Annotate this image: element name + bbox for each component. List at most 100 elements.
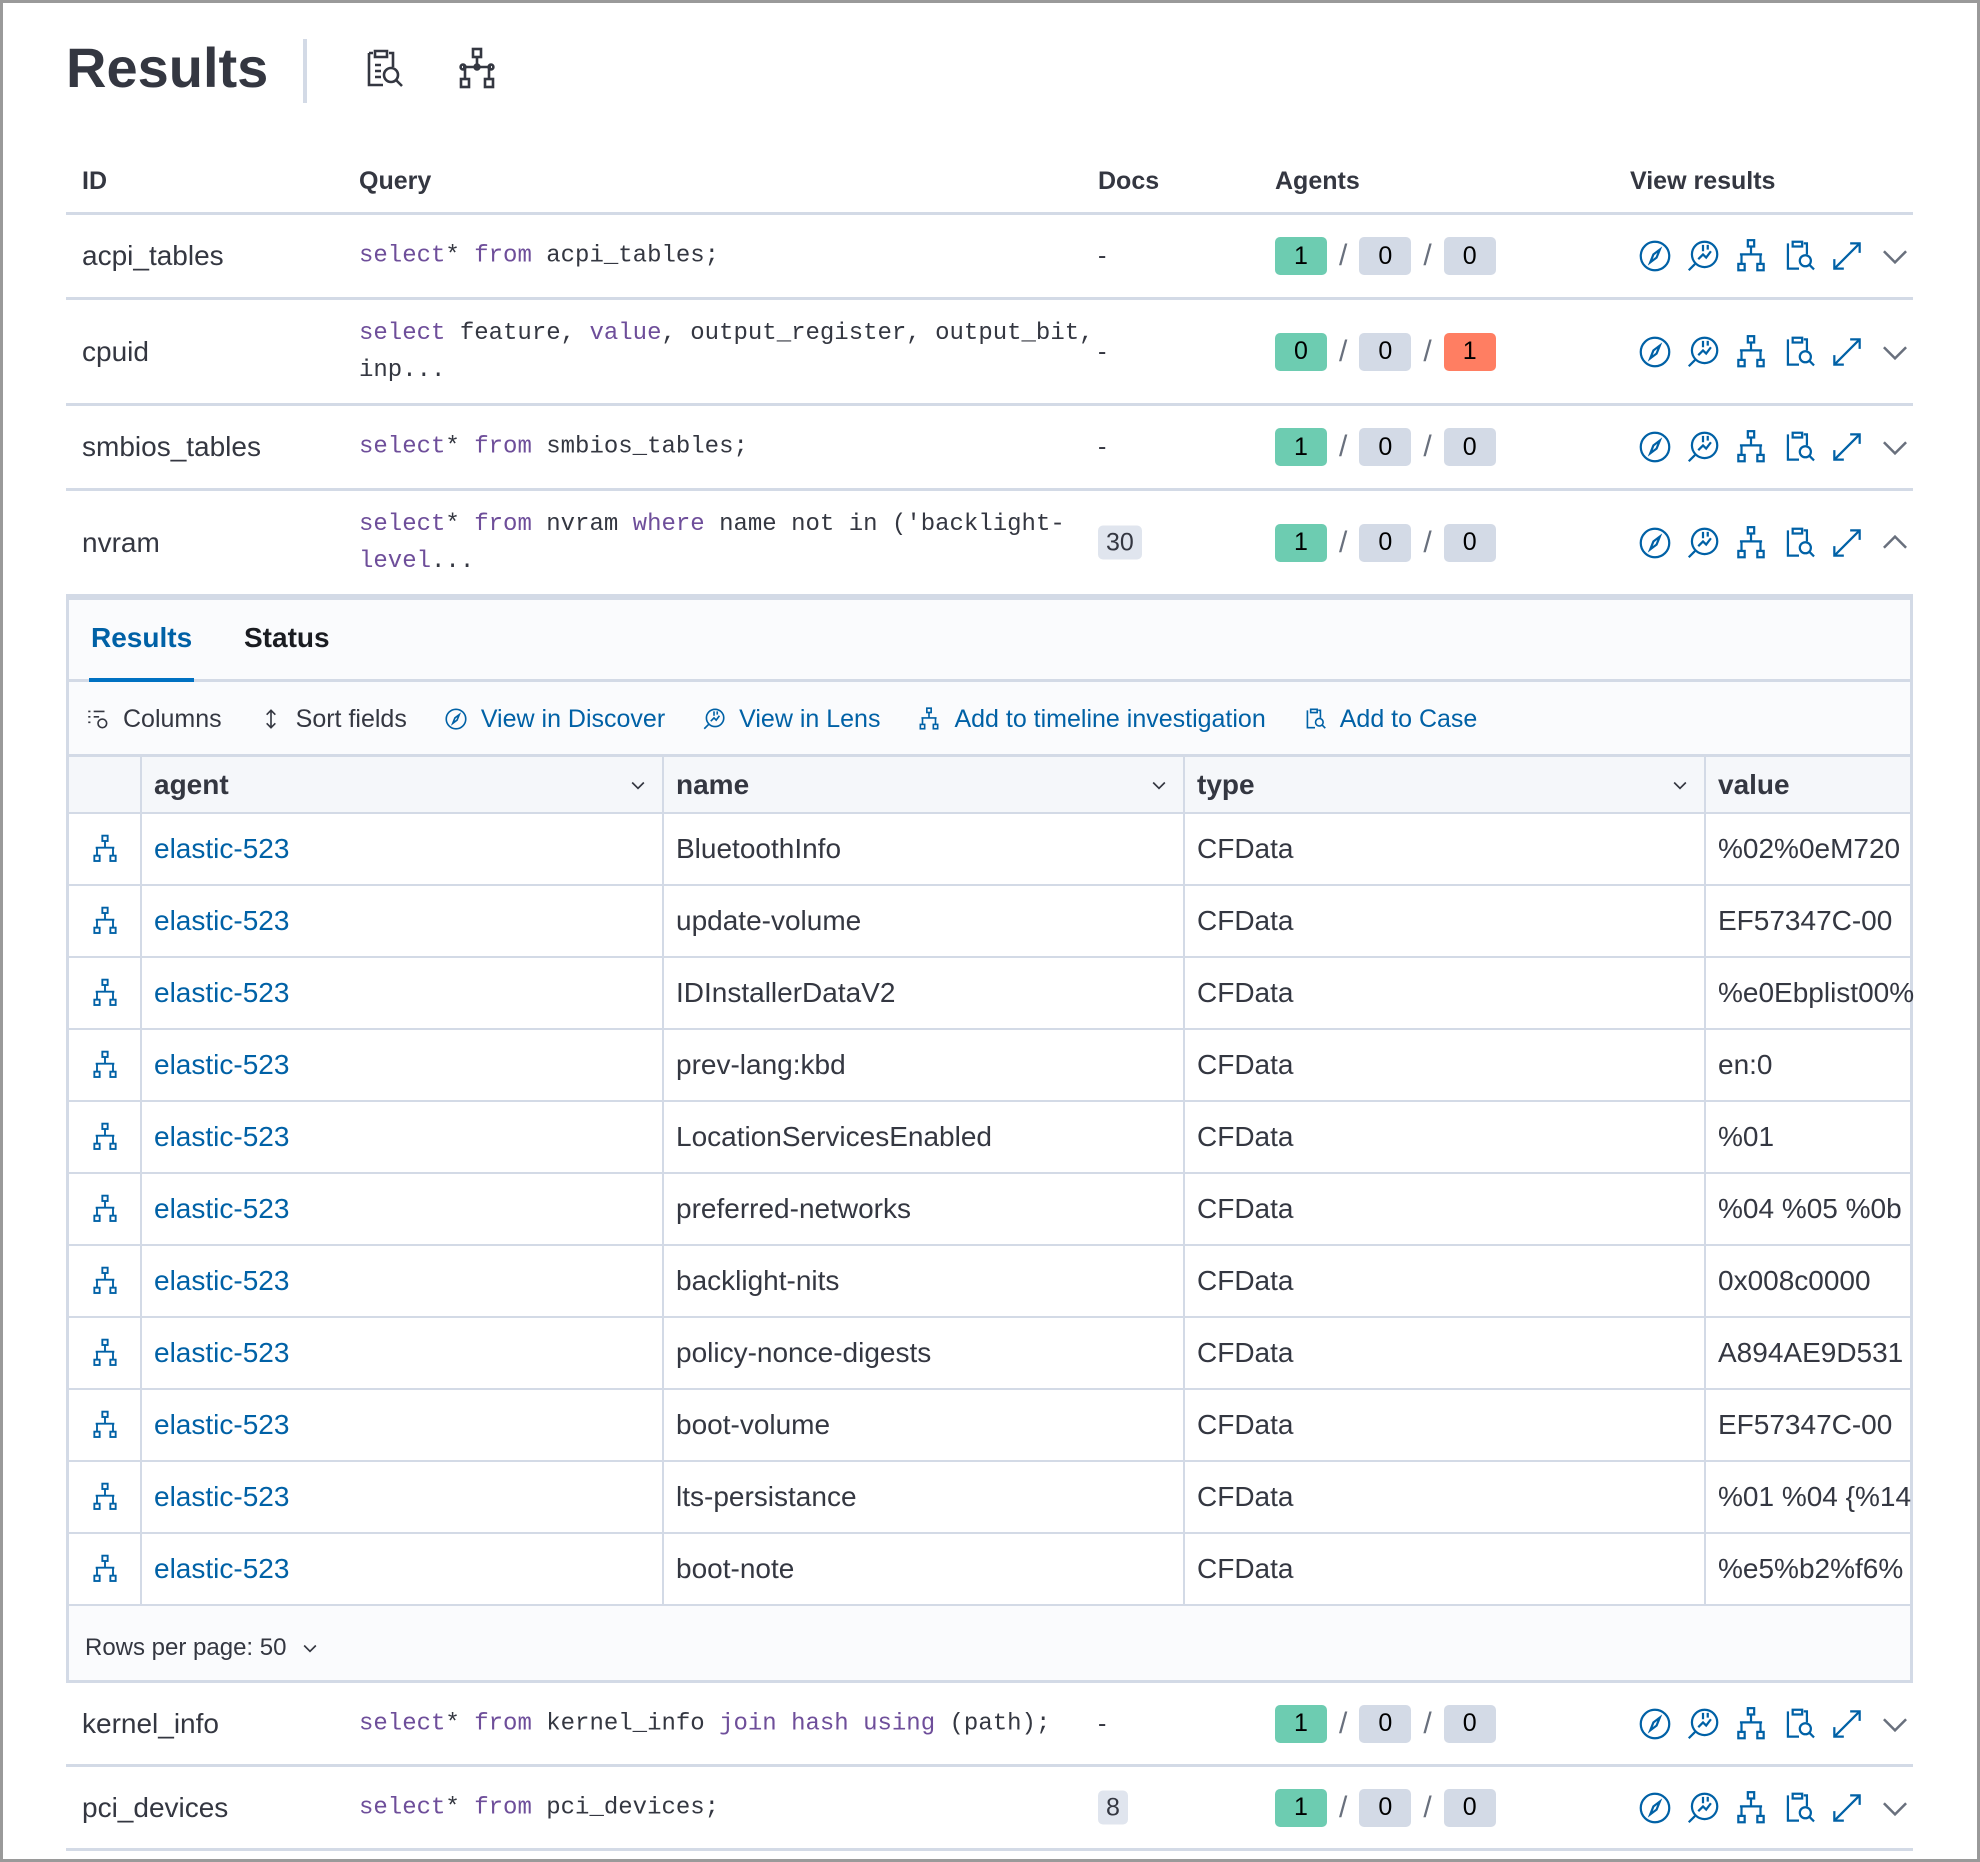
agent-link[interactable]: elastic-523 — [142, 1462, 664, 1532]
add-to-timeline-icon[interactable] — [89, 905, 121, 937]
timeline-action[interactable] — [69, 1534, 142, 1604]
expand-icon[interactable] — [1828, 428, 1866, 466]
chevron-down-icon[interactable] — [628, 775, 648, 795]
columns-button[interactable]: Columns — [85, 705, 222, 734]
expand-icon[interactable] — [1828, 1789, 1866, 1827]
add-to-timeline-icon[interactable] — [89, 977, 121, 1009]
column-header-agent[interactable]: agent — [142, 757, 664, 812]
query-token: , output_register, output_bit, inp... — [359, 319, 1094, 384]
add-to-timeline-icon[interactable] — [1732, 1789, 1770, 1827]
timeline-icon[interactable] — [453, 45, 501, 93]
chevron-down-icon[interactable] — [1876, 428, 1914, 466]
agent-link[interactable]: elastic-523 — [142, 814, 664, 884]
view-in-lens-icon[interactable] — [1684, 333, 1722, 371]
add-to-timeline-icon[interactable] — [1732, 237, 1770, 275]
timeline-action[interactable] — [69, 958, 142, 1028]
view-in-lens-icon[interactable] — [1684, 1789, 1722, 1827]
add-to-case-icon[interactable] — [1780, 428, 1818, 466]
chevron-down-icon[interactable] — [1876, 1789, 1914, 1827]
add-to-case-icon[interactable] — [1780, 333, 1818, 371]
column-header-type[interactable]: type — [1185, 757, 1706, 812]
timeline-action[interactable] — [69, 1246, 142, 1316]
column-header-value[interactable]: value — [1706, 757, 1916, 812]
view-in-discover-icon[interactable] — [1636, 1789, 1674, 1827]
query-token: * — [445, 433, 475, 461]
add-to-timeline-icon[interactable] — [1732, 1705, 1770, 1743]
chevron-down-icon[interactable] — [1149, 775, 1169, 795]
value-cell: %01 — [1718, 1121, 1775, 1152]
view-in-discover-icon[interactable] — [1636, 1705, 1674, 1743]
add-to-timeline-icon[interactable] — [89, 1337, 121, 1369]
expand-icon[interactable] — [1828, 333, 1866, 371]
agent-link[interactable]: elastic-523 — [142, 1390, 664, 1460]
add-to-timeline-icon[interactable] — [89, 1553, 121, 1585]
add-to-case-icon[interactable] — [1780, 237, 1818, 275]
timeline-action[interactable] — [69, 1390, 142, 1460]
agent-link[interactable]: elastic-523 — [142, 1534, 664, 1604]
view-in-lens-button[interactable]: View in Lens — [701, 705, 880, 734]
view-in-discover-icon[interactable] — [1636, 524, 1674, 562]
type-cell: CFData — [1185, 886, 1706, 956]
query-token: pci_devices; — [531, 1794, 720, 1821]
view-in-discover-icon[interactable] — [1636, 428, 1674, 466]
timeline-action[interactable] — [69, 1318, 142, 1388]
add-to-timeline-icon[interactable] — [89, 833, 121, 865]
divider — [303, 39, 307, 103]
add-to-timeline-icon[interactable] — [89, 1481, 121, 1513]
tab-results[interactable]: Results — [91, 622, 193, 653]
timeline-action[interactable] — [69, 886, 142, 956]
agent-link[interactable]: elastic-523 — [142, 958, 664, 1028]
value-cell: en:0 — [1718, 1049, 1773, 1080]
expand-icon[interactable] — [1828, 237, 1866, 275]
view-in-lens-icon[interactable] — [1684, 524, 1722, 562]
timeline-action[interactable] — [69, 1174, 142, 1244]
add-to-case-icon[interactable] — [1780, 1705, 1818, 1743]
agent-link[interactable]: elastic-523 — [142, 1030, 664, 1100]
name-cell: preferred-networks — [664, 1174, 1185, 1244]
add-to-case-icon[interactable] — [359, 45, 407, 93]
add-to-timeline-icon[interactable] — [89, 1265, 121, 1297]
add-to-case-button[interactable]: Add to Case — [1302, 705, 1477, 734]
query-token: acpi_tables; — [531, 242, 720, 270]
chevron-up-icon[interactable] — [1876, 524, 1914, 562]
name-cell: BluetoothInfo — [664, 814, 1185, 884]
add-to-timeline-button[interactable]: Add to timeline investigation — [916, 705, 1266, 734]
view-in-lens-icon[interactable] — [1684, 237, 1722, 275]
column-header-name[interactable]: name — [664, 757, 1185, 812]
add-to-timeline-icon[interactable] — [89, 1049, 121, 1081]
add-to-timeline-icon[interactable] — [1732, 524, 1770, 562]
add-to-timeline-icon[interactable] — [1732, 428, 1770, 466]
add-to-case-icon[interactable] — [1780, 1789, 1818, 1827]
chevron-down-icon[interactable] — [1876, 333, 1914, 371]
view-in-discover-icon[interactable] — [1636, 237, 1674, 275]
agent-link[interactable]: elastic-523 — [142, 1174, 664, 1244]
agent-link[interactable]: elastic-523 — [142, 1102, 664, 1172]
query-token: from — [474, 242, 532, 270]
agent-link[interactable]: elastic-523 — [142, 1318, 664, 1388]
expand-icon[interactable] — [1828, 524, 1866, 562]
add-to-timeline-icon[interactable] — [1732, 333, 1770, 371]
chevron-down-icon[interactable] — [1876, 1705, 1914, 1743]
timeline-action[interactable] — [69, 1030, 142, 1100]
agent-link[interactable]: elastic-523 — [142, 1246, 664, 1316]
expand-icon[interactable] — [1828, 1705, 1866, 1743]
chevron-down-icon[interactable] — [1876, 237, 1914, 275]
add-to-timeline-icon[interactable] — [89, 1409, 121, 1441]
view-in-lens-icon[interactable] — [1684, 428, 1722, 466]
view-in-discover-button[interactable]: View in Discover — [443, 705, 665, 734]
view-in-discover-icon[interactable] — [1636, 333, 1674, 371]
add-to-timeline-icon[interactable] — [89, 1193, 121, 1225]
sort-fields-button[interactable]: Sort fields — [258, 705, 407, 734]
tab-status[interactable]: Status — [244, 622, 330, 653]
view-in-lens-icon[interactable] — [1684, 1705, 1722, 1743]
grid-row: elastic-523 update-volume CFData EF57347C-0… — [69, 886, 1910, 958]
add-to-case-icon[interactable] — [1780, 524, 1818, 562]
rows-per-page-button[interactable]: Rows per page: 50 — [85, 1634, 320, 1662]
timeline-action[interactable] — [69, 814, 142, 884]
timeline-action[interactable] — [69, 1462, 142, 1532]
name-cell: boot-note — [664, 1534, 1185, 1604]
add-to-timeline-icon[interactable] — [89, 1121, 121, 1153]
timeline-action[interactable] — [69, 1102, 142, 1172]
agent-link[interactable]: elastic-523 — [142, 886, 664, 956]
chevron-down-icon[interactable] — [1670, 775, 1690, 795]
